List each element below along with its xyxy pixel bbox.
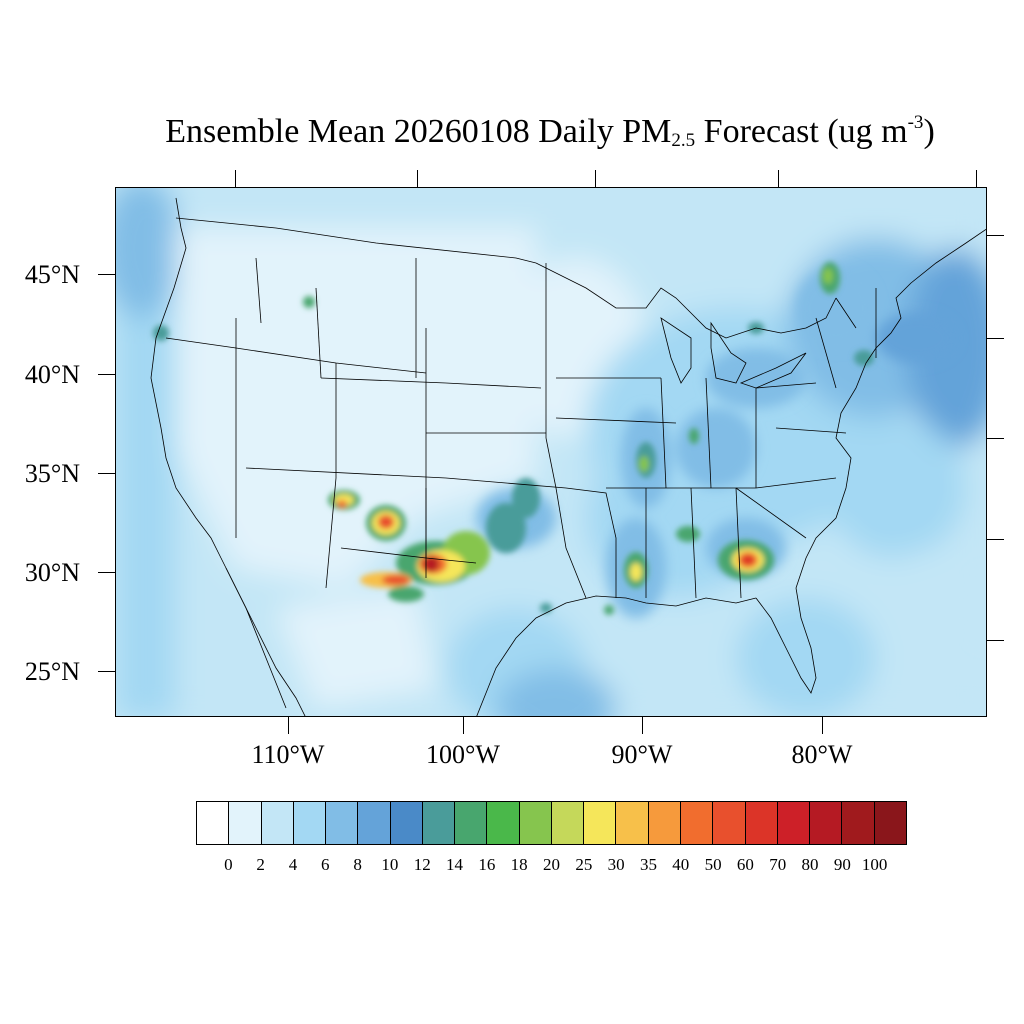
colorbar-label: 60 xyxy=(736,855,754,874)
colorbar-label: 6 xyxy=(321,855,330,874)
colorbar-bin-18 xyxy=(777,802,811,844)
colorbar-bin-2 xyxy=(261,802,294,844)
colorbar-bin-8 xyxy=(455,802,488,844)
colorbar-label: 40 xyxy=(672,855,690,874)
lat-label-45n: 45°N xyxy=(24,260,80,289)
lat-label-40n: 40°N xyxy=(24,360,80,389)
lon-label-80w: 80°W xyxy=(791,740,853,769)
colorbar-bin-10 xyxy=(519,802,552,844)
colorbar-label: 18 xyxy=(510,855,528,874)
lon-label-110w: 110°W xyxy=(251,740,325,769)
lat-label-25n: 25°N xyxy=(24,657,80,686)
colorbar xyxy=(196,801,907,845)
colorbar-bin-9 xyxy=(487,802,520,844)
colorbar-bin-7 xyxy=(422,802,456,844)
colorbar-label: 50 xyxy=(704,855,722,874)
colorbar-bin-1 xyxy=(229,802,262,844)
colorbar-label: 16 xyxy=(478,855,496,874)
colorbar-bin-3 xyxy=(293,802,327,844)
colorbar-bin-14 xyxy=(648,802,681,844)
colorbar-label: 8 xyxy=(353,855,362,874)
colorbar-label: 12 xyxy=(413,855,431,874)
colorbar-bin-16 xyxy=(713,802,746,844)
colorbar-bin-20 xyxy=(842,802,875,844)
colorbar-label: 10 xyxy=(381,855,399,874)
colorbar-bin-15 xyxy=(680,802,714,844)
map-title: Ensemble Mean 20260108 Daily PM2.5 Forec… xyxy=(165,112,935,151)
colorbar-label: 0 xyxy=(224,855,233,874)
hotspot-fields xyxy=(153,262,874,615)
colorbar-bin-6 xyxy=(390,802,423,844)
colorbar-bin-12 xyxy=(584,802,617,844)
colorbar-label: 70 xyxy=(769,855,787,874)
colorbar-label: 80 xyxy=(801,855,819,874)
lon-label-100w: 100°W xyxy=(426,740,500,769)
boundaries xyxy=(150,197,986,716)
colorbar-label: 90 xyxy=(833,855,851,874)
lat-label-35n: 35°N xyxy=(24,459,80,488)
concentration-field xyxy=(116,188,986,716)
colorbar-bin-21 xyxy=(874,802,906,844)
colorbar-bin-13 xyxy=(616,802,649,844)
colorbar-bin-4 xyxy=(326,802,359,844)
colorbar-label: 30 xyxy=(607,855,625,874)
colorbar-bin-0 xyxy=(197,802,230,844)
pm25-map xyxy=(115,187,987,717)
colorbar-label: 35 xyxy=(639,855,657,874)
colorbar-bin-17 xyxy=(745,802,778,844)
colorbar-bin-5 xyxy=(358,802,391,844)
lat-label-30n: 30°N xyxy=(24,558,80,587)
colorbar-label: 14 xyxy=(446,855,464,874)
colorbar-bin-19 xyxy=(810,802,843,844)
colorbar-label: 2 xyxy=(256,855,265,874)
colorbar-label: 4 xyxy=(288,855,298,874)
colorbar-label: 20 xyxy=(543,855,560,874)
colorbar-label: 100 xyxy=(861,855,888,874)
colorbar-label: 25 xyxy=(575,855,593,874)
lon-label-90w: 90°W xyxy=(611,740,673,769)
colorbar-bin-11 xyxy=(551,802,585,844)
